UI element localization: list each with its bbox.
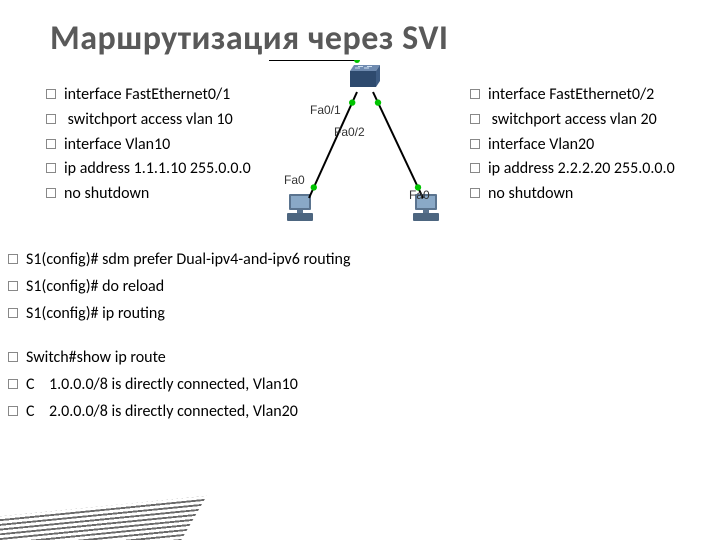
config-line: C 1.0.0.0/8 is directly connected, Vlan1… [8,373,468,398]
config-line: no shutdown [46,182,296,207]
config-line: interface Vlan20 [470,133,710,158]
port-label-pc1-fa0: Fa0 [284,173,305,187]
bottom-config-list: S1(config)# sdm prefer Dual-ipv4-and-ipv… [8,248,468,425]
config-line: ip address 2.2.2.20 255.0.0.0 [470,157,710,182]
page-title: Маршрутизация через SVI [50,18,448,59]
config-line: ip address 1.1.1.10 255.0.0.0 [46,157,296,182]
link-layer [269,60,461,240]
config-line: no shutdown [470,182,710,207]
left-config-block: interface FastEthernet0/1 switchport acc… [46,83,296,207]
config-line: S1(config)# do reload [8,275,468,300]
config-line: switchport access vlan 20 [470,108,710,133]
slide-accent-decoration [0,490,210,540]
network-diagram: Fa0/1 Fa0/2 Fa0 Fa0 [269,60,461,240]
config-line: switchport access vlan 10 [46,108,296,133]
link-status-dot [375,99,381,105]
link-status-dot [349,99,355,105]
config-line: interface FastEthernet0/2 [470,83,710,108]
config-line: S1(config)# ip routing [8,302,468,327]
port-label-fa0-1: Fa0/1 [310,103,341,117]
config-line [8,328,468,346]
config-line: Switch#show ip route [8,346,468,371]
network-link [373,92,423,198]
right-config-list: interface FastEthernet0/2 switchport acc… [470,83,710,207]
left-config-list: interface FastEthernet0/1 switchport acc… [46,83,296,207]
config-line: S1(config)# sdm prefer Dual-ipv4-and-ipv… [8,248,468,273]
bottom-config-block: S1(config)# sdm prefer Dual-ipv4-and-ipv… [8,248,468,427]
config-line: C 2.0.0.0/8 is directly connected, Vlan2… [8,400,468,425]
port-label-fa0-2: Fa0/2 [334,125,365,139]
config-line: interface FastEthernet0/1 [46,83,296,108]
config-line: interface Vlan10 [46,133,296,158]
right-config-block: interface FastEthernet0/2 switchport acc… [470,83,710,207]
port-label-pc2-fa0: Fa0 [409,188,430,202]
link-status-dot [311,184,317,190]
